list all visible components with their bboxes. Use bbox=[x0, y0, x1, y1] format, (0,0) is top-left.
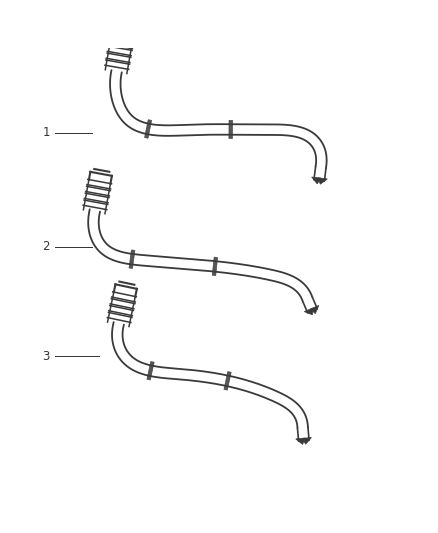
Polygon shape bbox=[147, 361, 154, 380]
Text: 1: 1 bbox=[42, 126, 50, 140]
Polygon shape bbox=[312, 177, 321, 184]
Polygon shape bbox=[318, 178, 327, 184]
Polygon shape bbox=[212, 257, 218, 276]
Polygon shape bbox=[229, 120, 233, 139]
Polygon shape bbox=[224, 372, 231, 390]
Polygon shape bbox=[310, 305, 319, 313]
Polygon shape bbox=[296, 438, 305, 445]
Polygon shape bbox=[302, 438, 311, 444]
Text: 2: 2 bbox=[42, 240, 50, 253]
Polygon shape bbox=[129, 250, 135, 269]
Text: 3: 3 bbox=[42, 350, 49, 363]
Polygon shape bbox=[145, 120, 152, 138]
Polygon shape bbox=[304, 308, 313, 315]
